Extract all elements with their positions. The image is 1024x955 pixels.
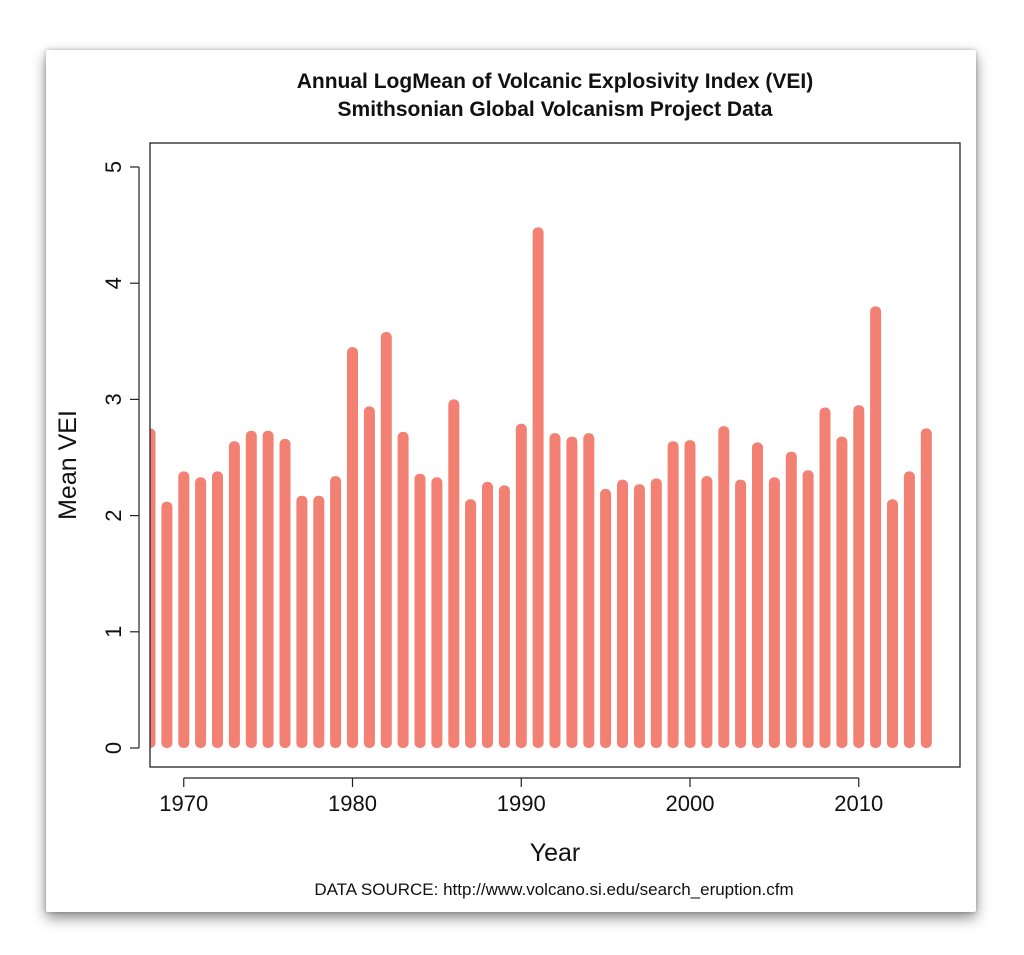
chart-title: Annual LogMean of Volcanic Explosivity I… [297, 70, 814, 93]
x-axis-label: Year [530, 839, 581, 867]
bar-2006 [785, 451, 797, 748]
bar-2007 [802, 470, 814, 748]
bar-1998 [650, 478, 662, 748]
bar-1973 [228, 441, 240, 748]
bar-1981 [363, 406, 375, 748]
bar-1969 [161, 501, 173, 748]
y-tick-label: 3 [101, 393, 126, 405]
y-tick-label: 1 [101, 626, 126, 638]
bar-1979 [330, 476, 342, 748]
bar-1995 [600, 488, 612, 748]
bar-1968 [150, 428, 156, 748]
bar-1986 [448, 399, 460, 748]
bar-1996 [617, 479, 628, 748]
bar-1978 [313, 495, 325, 748]
bar-2003 [735, 479, 747, 748]
bar-2008 [819, 407, 831, 748]
vei-bar-chart: Annual LogMean of Volcanic Explosivity I… [54, 70, 961, 899]
bar-1984 [414, 473, 426, 748]
bar-1991 [532, 227, 544, 748]
bar-1999 [667, 441, 679, 748]
y-tick-label: 5 [101, 161, 126, 173]
bar-1983 [397, 431, 409, 748]
x-tick-label: 1990 [497, 791, 546, 816]
data-source-note: DATA SOURCE: http://www.volcano.si.edu/s… [314, 880, 793, 899]
bar-1994 [583, 433, 595, 748]
bar-2001 [701, 476, 713, 748]
bar-1980 [347, 347, 358, 748]
bar-2014 [920, 428, 932, 748]
y-tick-label: 0 [101, 742, 126, 754]
bar-1993 [566, 436, 578, 748]
bar-2004 [752, 442, 763, 748]
bar-1988 [482, 481, 493, 748]
bar-1971 [195, 477, 207, 748]
bar-1975 [262, 430, 274, 748]
x-tick-label: 2000 [666, 791, 715, 816]
x-tick-label: 1970 [159, 791, 208, 816]
bar-1990 [515, 423, 527, 748]
bar-2012 [887, 499, 898, 748]
bar-2010 [853, 405, 865, 748]
bar-1976 [279, 438, 291, 748]
bar-1989 [498, 485, 510, 748]
bar-1985 [431, 477, 443, 748]
bar-2009 [836, 436, 848, 748]
bar-2005 [768, 477, 780, 748]
x-tick-label: 1980 [328, 791, 377, 816]
bar-1977 [296, 495, 308, 748]
bar-series [150, 227, 932, 748]
x-tick-label: 2010 [834, 791, 883, 816]
bar-1987 [465, 499, 477, 748]
bar-2002 [718, 426, 730, 748]
y-axis: 0 1 2 3 4 5 [101, 161, 140, 754]
x-axis: 1970 1980 1990 2000 2010 [159, 777, 883, 816]
y-tick-label: 4 [101, 277, 126, 289]
y-axis-label: Mean VEI [54, 410, 82, 520]
bar-1974 [245, 430, 257, 748]
bar-1997 [633, 484, 645, 748]
bar-2000 [684, 440, 696, 748]
bar-1972 [212, 471, 223, 748]
chart-card: Annual LogMean of Volcanic Explosivity I… [46, 50, 976, 912]
y-tick-label: 2 [101, 509, 126, 521]
bar-2011 [870, 306, 882, 748]
bar-2013 [903, 471, 915, 748]
bar-1982 [380, 332, 392, 748]
bar-1970 [178, 471, 190, 748]
plot-frame [149, 142, 961, 768]
bar-1992 [549, 433, 561, 748]
chart-subtitle: Smithsonian Global Volcanism Project Dat… [338, 98, 773, 121]
